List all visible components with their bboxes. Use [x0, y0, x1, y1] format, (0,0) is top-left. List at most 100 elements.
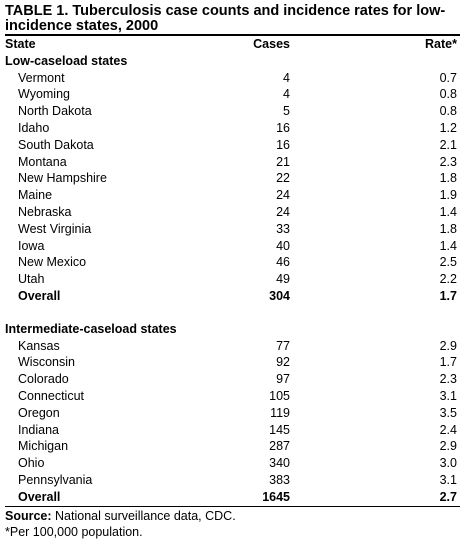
table-row: Pennsylvania 383 3.1 [5, 472, 460, 489]
state-cell: Vermont [18, 70, 65, 85]
overall-rate: 2.7 [439, 489, 457, 504]
rate-cell: 1.8 [439, 171, 457, 186]
rate-cell: 2.9 [439, 338, 457, 353]
cases-cell: 97 [276, 372, 290, 387]
cases-cell: 383 [269, 472, 290, 487]
rate-cell: 1.7 [439, 355, 457, 370]
rate-cell: 1.2 [439, 120, 457, 135]
cases-cell: 92 [276, 355, 290, 370]
cases-cell: 16 [276, 137, 290, 152]
cases-cell: 22 [276, 171, 290, 186]
state-cell: Wisconsin [18, 355, 75, 370]
table-row: Vermont 4 0.7 [5, 70, 460, 87]
rate-cell: 0.8 [439, 104, 457, 119]
state-cell: Ohio [18, 456, 45, 471]
rate-cell: 3.0 [439, 456, 457, 471]
cases-cell: 24 [276, 204, 290, 219]
table-row: Idaho 16 1.2 [5, 120, 460, 137]
rate-cell: 2.9 [439, 439, 457, 454]
overall-rate: 1.7 [439, 288, 457, 303]
rate-cell: 2.2 [439, 272, 457, 287]
rate-cell: 2.3 [439, 154, 457, 169]
cases-cell: 46 [276, 255, 290, 270]
cases-cell: 105 [269, 388, 290, 403]
cases-cell: 49 [276, 272, 290, 287]
table-row: Ohio 340 3.0 [5, 455, 460, 472]
table-row: Indiana 145 2.4 [5, 422, 460, 439]
state-cell: West Virginia [18, 221, 92, 236]
cases-cell: 33 [276, 221, 290, 236]
cases-cell: 24 [276, 188, 290, 203]
state-cell: Indiana [18, 422, 60, 437]
section-header-row: Intermediate-caseload states [5, 321, 460, 338]
overall-label: Overall [18, 288, 61, 303]
rate-cell: 0.8 [439, 87, 457, 102]
table-row: New Mexico 46 2.5 [5, 254, 460, 271]
rate-cell: 1.4 [439, 238, 457, 253]
overall-cases: 1645 [262, 489, 290, 504]
footnotes: Source: National surveillance data, CDC.… [5, 508, 460, 540]
state-cell: New Hampshire [18, 171, 107, 186]
rate-cell: 1.4 [439, 204, 457, 219]
state-cell: South Dakota [18, 137, 94, 152]
bottom-rule [5, 505, 460, 507]
header-row: State Cases Rate* [5, 36, 460, 53]
state-cell: Colorado [18, 372, 69, 387]
title-rule [5, 34, 460, 36]
table-row: Wisconsin 92 1.7 [5, 354, 460, 371]
table-row: Oregon 119 3.5 [5, 405, 460, 422]
cases-cell: 340 [269, 456, 290, 471]
rate-cell: 3.5 [439, 405, 457, 420]
overall-cases: 304 [269, 288, 290, 303]
rate-cell: 3.1 [439, 472, 457, 487]
source-text: National surveillance data, CDC. [55, 508, 236, 523]
cases-cell: 4 [283, 87, 290, 102]
table-row: Wyoming 4 0.8 [5, 86, 460, 103]
table-row: Connecticut 105 3.1 [5, 388, 460, 405]
table-row: Utah 49 2.2 [5, 271, 460, 288]
section-label: Intermediate-caseload states [5, 321, 177, 336]
cases-cell: 145 [269, 422, 290, 437]
rate-cell: 2.1 [439, 137, 457, 152]
table-row: New Hampshire 22 1.8 [5, 170, 460, 187]
overall-row: Overall 304 1.7 [5, 288, 460, 305]
table-row: Nebraska 24 1.4 [5, 204, 460, 221]
source-label: Source: [5, 508, 52, 523]
cases-cell: 287 [269, 439, 290, 454]
state-cell: Oregon [18, 405, 60, 420]
table-row: North Dakota 5 0.8 [5, 103, 460, 120]
state-cell: Kansas [18, 338, 60, 353]
source-note: Source: National surveillance data, CDC. [5, 508, 460, 524]
table-title: TABLE 1. Tuberculosis case counts and in… [5, 3, 446, 34]
rate-cell: 2.3 [439, 372, 457, 387]
rate-cell: 3.1 [439, 388, 457, 403]
section-header-row: Low-caseload states [5, 53, 460, 70]
rate-cell: 2.5 [439, 255, 457, 270]
table-row: Colorado 97 2.3 [5, 371, 460, 388]
table-row: Iowa 40 1.4 [5, 238, 460, 255]
rate-cell: 1.9 [439, 188, 457, 203]
rate-cell: 1.8 [439, 221, 457, 236]
rate-footnote: *Per 100,000 population. [5, 524, 143, 539]
table-row: West Virginia 33 1.8 [5, 221, 460, 238]
cases-cell: 119 [270, 405, 290, 420]
state-cell: Utah [18, 272, 45, 287]
col-header-cases: Cases [253, 37, 290, 51]
table-body: Low-caseload states Vermont 4 0.7 Wyoming 4 0.… [5, 53, 460, 506]
col-header-rate: Rate* [425, 37, 457, 51]
col-header-state: State [5, 37, 36, 51]
cases-cell: 40 [276, 238, 290, 253]
cases-cell: 77 [276, 338, 290, 353]
cases-cell: 4 [283, 70, 290, 85]
state-cell: Nebraska [18, 204, 72, 219]
cases-cell: 5 [283, 104, 290, 119]
state-cell: Michigan [18, 439, 69, 454]
table-row: Kansas 77 2.9 [5, 338, 460, 355]
state-cell: New Mexico [18, 255, 87, 270]
table-row: Maine 24 1.9 [5, 187, 460, 204]
section-label: Low-caseload states [5, 53, 128, 68]
tb-table: State Cases Rate* Low-caseload states Ver… [5, 36, 460, 506]
spacer-cell [5, 305, 460, 321]
table-row: South Dakota 16 2.1 [5, 137, 460, 154]
rate-cell: 0.7 [439, 70, 457, 85]
